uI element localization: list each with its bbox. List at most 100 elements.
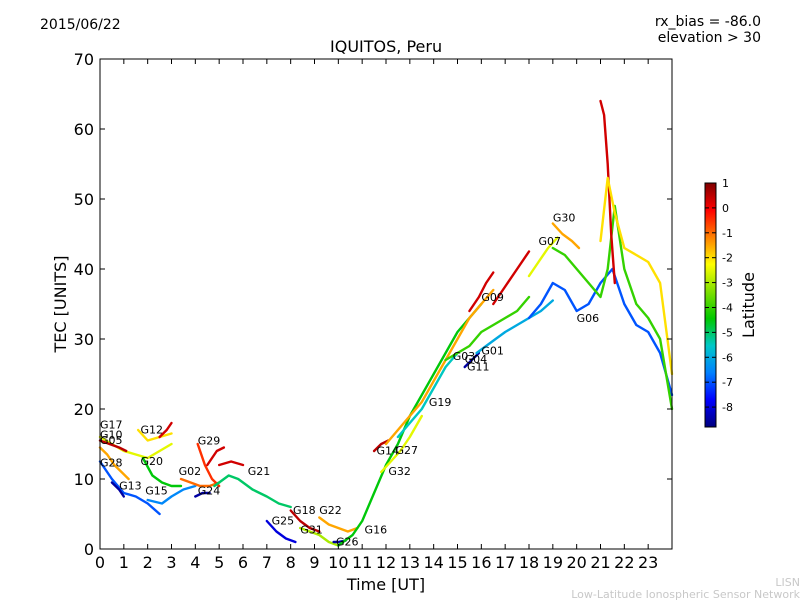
series-line-g21 [213, 474, 292, 509]
colorbar-tick-label: -3 [722, 277, 733, 290]
prn-label: G30 [553, 211, 576, 224]
series-line-g23 [599, 99, 616, 285]
prn-label: G19 [429, 396, 452, 409]
prn-label: G11 [467, 361, 490, 374]
series-line-g30 [551, 222, 581, 250]
x-tick-label: 0 [95, 553, 105, 572]
colorbar-tick-label: -6 [722, 351, 733, 364]
prn-label: G09 [481, 291, 504, 304]
colorbar-tick-label: -2 [722, 252, 733, 265]
y-tick-label: 10 [74, 470, 94, 489]
y-tick-label: 30 [74, 330, 94, 349]
prn-label: G29 [198, 435, 221, 448]
series-line-g02 [179, 477, 221, 488]
prn-label: G12 [141, 424, 164, 437]
prn-label: G15 [145, 484, 168, 497]
prn-label: G03 [453, 350, 476, 363]
colorbar-tick-label: -5 [722, 326, 733, 339]
prn-label: G02 [179, 465, 202, 478]
x-tick-label: 5 [214, 553, 224, 572]
series-line-g19 [396, 351, 459, 439]
elevation-label: elevation > 30 [657, 30, 761, 46]
colorbar-tick-label: 1 [722, 177, 729, 190]
date-label: 2015/06/22 [40, 17, 121, 33]
prn-label: G24 [198, 484, 221, 497]
colorbar-tick-label: -1 [722, 227, 733, 240]
x-tick-label: 6 [238, 553, 248, 572]
series-line-g10 [98, 439, 128, 453]
prn-label: G06 [577, 312, 600, 325]
series-line-g15 [146, 484, 197, 505]
x-tick-label: 8 [286, 553, 296, 572]
series-line-g09 [468, 271, 495, 313]
series-line-g31 [299, 526, 340, 547]
x-tick-label: 11 [352, 553, 372, 572]
chart-title: IQUITOS, Peru [330, 37, 443, 56]
prn-label: G27 [396, 444, 419, 457]
colorbar-tick-label: -4 [722, 301, 733, 314]
footer-lisn: LISN [775, 576, 800, 589]
prn-label: G04 [465, 353, 488, 366]
series-line-g22 [318, 516, 359, 533]
x-tick-label: 18 [519, 553, 539, 572]
y-tick-label: 50 [74, 190, 94, 209]
x-tick-label: 13 [400, 553, 420, 572]
x-tick-label: 17 [495, 553, 515, 572]
series-line-g06 [527, 267, 674, 397]
y-tick-label: 70 [74, 50, 94, 69]
x-tick-label: 9 [309, 553, 319, 572]
x-tick-label: 16 [471, 553, 491, 572]
colorbar-label: Latitude [739, 272, 758, 338]
x-tick-label: 4 [190, 553, 200, 572]
rx-bias-label: rx_bias = -86.0 [654, 14, 761, 30]
x-axis-label: Time [UT] [346, 575, 425, 594]
series-line-g20 [141, 456, 183, 488]
x-tick-label: 1 [119, 553, 129, 572]
axis-ticks: 0 1 2 3 4 5 6 7 8 9 10 11 12 13 14 15 16 17 18 19 20 21 22 2301… [74, 50, 672, 572]
x-tick-label: 23 [638, 553, 658, 572]
x-tick-label: 14 [423, 553, 443, 572]
series-layer [98, 99, 674, 547]
series-line-g24 [194, 491, 211, 498]
colorbar-tick-label: -8 [722, 401, 733, 414]
series-line-g14 [372, 439, 390, 453]
series-line-g13 [110, 481, 126, 498]
y-tick-label: 40 [74, 260, 94, 279]
prn-label: G13 [119, 480, 142, 493]
prn-label: G01 [481, 344, 504, 357]
prn-label: G20 [141, 455, 164, 468]
x-tick-label: 7 [262, 553, 272, 572]
x-tick-label: 19 [543, 553, 563, 572]
y-tick-label: 20 [74, 400, 94, 419]
series-line-g05 [98, 446, 130, 481]
series-line-g11 [463, 351, 481, 369]
x-tick-label: 22 [614, 553, 634, 572]
prn-label: G21 [248, 465, 271, 478]
footer-network: Low-Latitude Ionospheric Sensor Network [571, 588, 800, 601]
prn-label: G05 [100, 434, 123, 447]
prn-label: G22 [319, 504, 342, 517]
prn-label: G07 [539, 235, 562, 248]
series-line-g21b [217, 460, 245, 467]
prn-labels: G17G10G05G28G13G12G20G15G02G29G24G21G25G… [100, 211, 599, 548]
x-tick-label: 21 [590, 553, 610, 572]
colorbar-tick-label: 0 [722, 202, 729, 215]
series-line-g29b [206, 446, 226, 467]
series-line-g25 [265, 519, 297, 544]
x-tick-label: 3 [166, 553, 176, 572]
prn-label: G14 [376, 445, 399, 458]
prn-label: G28 [100, 456, 123, 469]
prn-label: G31 [300, 524, 323, 537]
colorbar-gradient [704, 182, 717, 428]
prn-label: G17 [100, 419, 123, 432]
x-tick-label: 10 [328, 553, 348, 572]
series-line-g29 [196, 442, 221, 488]
prn-label: G26 [336, 536, 359, 549]
series-line-g32 [380, 414, 423, 474]
prn-label: G18 [293, 504, 316, 517]
series-line-g03 [444, 295, 531, 362]
series-line-g27 [384, 288, 495, 446]
prn-label: G32 [388, 465, 411, 478]
